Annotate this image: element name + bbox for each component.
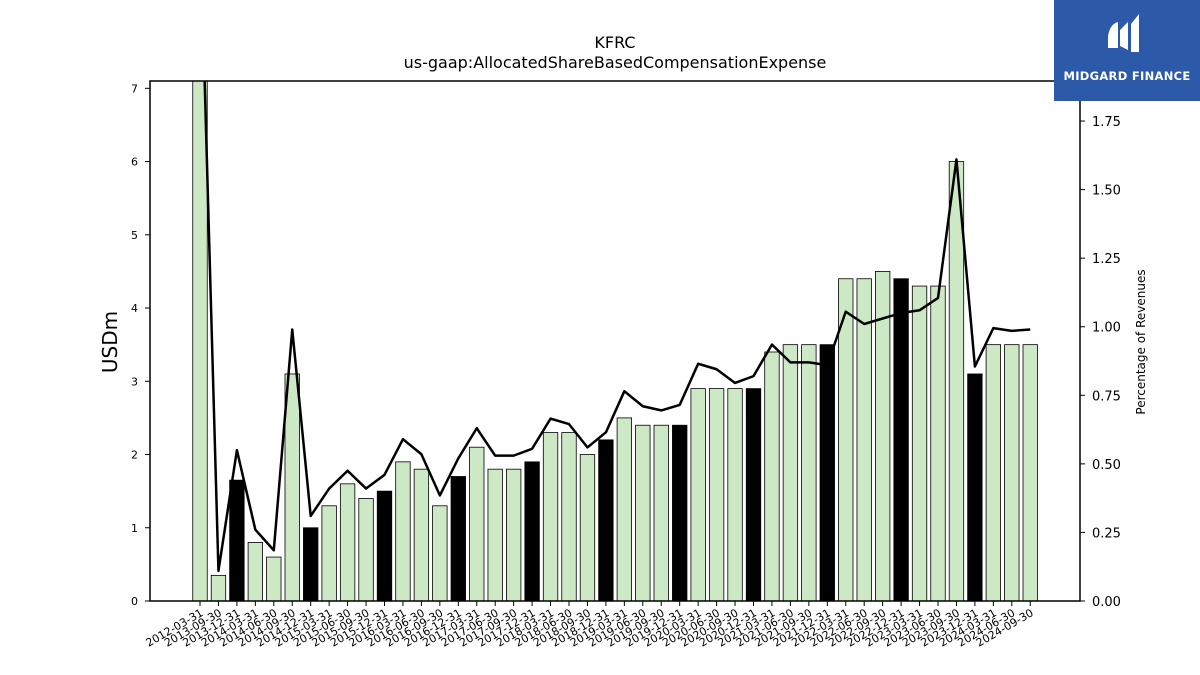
brand-logo: MIDGARD FINANCE	[1054, 0, 1200, 101]
bar	[598, 439, 614, 601]
bar	[210, 574, 227, 601]
bar	[856, 278, 872, 601]
midgard-logo-icon	[1108, 14, 1139, 52]
bar	[875, 271, 891, 601]
bar	[413, 468, 430, 601]
bar	[376, 490, 393, 601]
bar	[266, 556, 282, 601]
bar	[967, 373, 983, 601]
bar	[395, 461, 411, 601]
bar	[819, 344, 835, 601]
y2-tick-label: 0.25	[1092, 526, 1121, 541]
y2-tick-label: 1.00	[1092, 321, 1121, 336]
bar	[561, 432, 577, 601]
bar	[708, 388, 725, 601]
bar	[505, 468, 522, 601]
bar	[985, 344, 1001, 601]
bar	[579, 454, 596, 601]
y-tick-label: 1	[131, 522, 138, 535]
bar	[192, 81, 208, 601]
brand-name: MIDGARD FINANCE	[1063, 69, 1191, 83]
bar	[690, 388, 706, 601]
bar	[764, 351, 780, 601]
plot-frame	[149, 80, 1081, 602]
bar	[893, 278, 909, 601]
bar	[838, 278, 854, 601]
chart-title: KFRC	[594, 33, 635, 52]
chart-subtitle: us-gaap:AllocatedShareBasedCompensationE…	[404, 53, 827, 72]
y-tick-label: 0	[131, 595, 138, 608]
bar	[303, 527, 319, 601]
bar	[911, 285, 928, 601]
y-tick-label: 3	[131, 375, 138, 388]
bar	[1022, 344, 1038, 601]
y-axis-label: USDm	[98, 311, 122, 373]
bar	[487, 468, 503, 601]
bar	[229, 479, 245, 601]
y2-tick-label: 0.75	[1092, 389, 1121, 404]
bar	[672, 424, 688, 601]
bar	[1004, 344, 1020, 601]
bar	[358, 498, 374, 601]
y2-axis-label: Percentage of Revenues	[1134, 269, 1148, 414]
y-tick-label: 6	[131, 156, 138, 169]
bar	[284, 373, 300, 601]
bar	[801, 344, 817, 601]
bar	[450, 476, 466, 601]
y-tick-label: 5	[131, 229, 138, 242]
bar	[542, 432, 559, 601]
pct-revenue-line	[203, 81, 1031, 573]
bar	[745, 388, 762, 601]
bar	[432, 505, 448, 601]
y2-tick-label: 1.50	[1092, 184, 1121, 199]
bar	[321, 505, 337, 601]
y-tick-label: 7	[131, 82, 138, 95]
y2-tick-label: 1.25	[1092, 252, 1121, 267]
bar	[524, 461, 540, 601]
plot-marks	[192, 81, 1038, 601]
y-tick-label: 2	[131, 449, 138, 462]
bar	[339, 483, 356, 601]
y2-tick-label: 0.50	[1092, 458, 1121, 473]
bar	[247, 542, 264, 601]
bar	[653, 424, 669, 601]
bar	[782, 344, 799, 601]
bar	[616, 417, 632, 601]
bar	[469, 446, 485, 601]
y2-tick-label: 0.00	[1092, 595, 1121, 610]
bar	[930, 285, 946, 601]
y-tick-label: 4	[131, 302, 138, 315]
plot-area: 0 1 2 3 4 5 6 7 0.00 0.25 0.50 0.75 1.00 1.25 1.50 1.75…	[131, 80, 1121, 650]
y2-tick-label: 1.75	[1092, 115, 1121, 130]
bar	[635, 424, 651, 601]
bar	[727, 388, 743, 601]
